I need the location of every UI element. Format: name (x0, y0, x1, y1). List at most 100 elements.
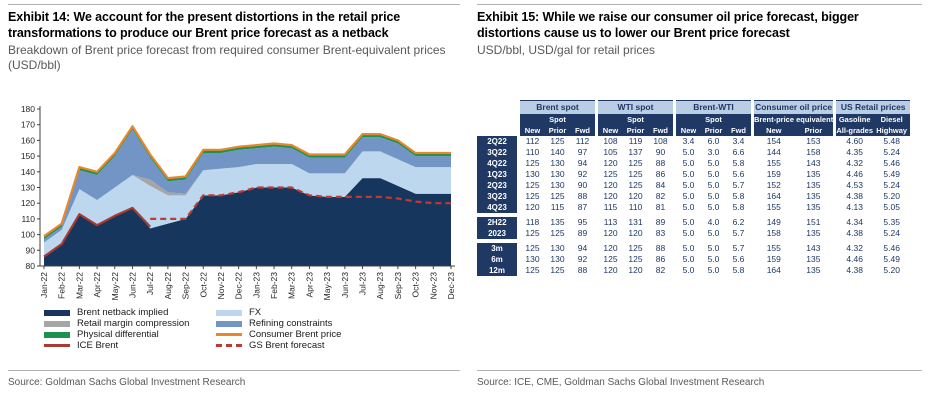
legend-label: FX (249, 307, 262, 319)
legend-swatch-area (216, 320, 242, 327)
value-cell: 155 (754, 158, 794, 170)
value-cell: 153 (793, 136, 834, 148)
table-cell (833, 136, 837, 148)
column-header: New (754, 125, 794, 137)
row-label: 3Q22 (477, 147, 517, 159)
table-cell (833, 169, 837, 181)
table-cell (517, 125, 520, 137)
table-cell (673, 158, 676, 170)
value-cell: 5.0 (676, 158, 701, 170)
value-cell: 155 (754, 243, 794, 255)
value-cell: 5.0 (701, 254, 726, 266)
table-cell (477, 114, 517, 126)
table-cell (751, 180, 754, 192)
value-cell: 90 (648, 147, 673, 159)
x-tick-label: Jan-23 (251, 272, 261, 298)
value-cell: 125 (545, 191, 570, 203)
column-header: Prior (701, 125, 726, 137)
value-cell: 125 (623, 243, 648, 255)
table-cell (673, 114, 676, 126)
value-cell: 4.13 (836, 202, 874, 214)
value-cell: 125 (623, 180, 648, 192)
table-cell (673, 169, 676, 181)
table-subheader-row: Spot Spot Spot Brent-price equivalent Gasoli… (477, 114, 911, 126)
value-cell: 95 (570, 217, 595, 229)
x-tick-label: Feb-22 (57, 272, 67, 299)
table-row: 2Q22 112 125 112 108 119 108 3.4 6.0 3.4 154 153 4.6… (477, 136, 911, 148)
value-cell: 120 (598, 180, 623, 192)
value-cell: 5.0 (701, 180, 726, 192)
table-cell (595, 169, 598, 181)
value-cell: 108 (648, 136, 673, 148)
table-cell (517, 114, 520, 126)
value-cell: 135 (793, 254, 834, 266)
value-cell: 137 (623, 147, 648, 159)
value-cell: 130 (545, 243, 570, 255)
column-header: Prior (545, 125, 570, 137)
column-header: All-grades (836, 125, 874, 137)
x-tick-label: Sep-22 (181, 272, 191, 300)
table-cell (833, 100, 837, 115)
column-header: Fwd (570, 125, 595, 137)
table-cell (751, 100, 754, 115)
row-label: 12m (477, 265, 517, 277)
table-cell (517, 180, 520, 192)
value-cell: 125 (520, 180, 545, 192)
subheader (726, 114, 751, 126)
table-cell (673, 100, 676, 115)
table-row: 2023 125 125 89 120 120 83 5.0 5.0 5.7 158 135 4.38 5… (477, 228, 911, 240)
column-header: Fwd (726, 125, 751, 137)
table-cell (751, 136, 754, 148)
table-cell (751, 202, 754, 214)
table-cell (517, 136, 520, 148)
legend-item: Retail margin compression (44, 318, 216, 329)
value-cell: 130 (545, 180, 570, 192)
legend-swatch-line (216, 333, 242, 337)
column-header: New (520, 125, 545, 137)
source-divider (477, 370, 922, 371)
x-tick-label: Apr-22 (92, 272, 102, 298)
value-cell: 5.6 (726, 254, 751, 266)
value-cell: 5.05 (873, 202, 911, 214)
value-cell: 4.35 (836, 147, 874, 159)
y-tick-label: 110 (21, 214, 35, 224)
exhibit-14-title: Exhibit 14: We account for the present d… (8, 10, 401, 40)
table-cell (833, 254, 837, 266)
table-cell (517, 243, 520, 255)
table-cell (833, 158, 837, 170)
group-header: Consumer oil price (754, 100, 834, 115)
chart-legend: Brent netback implied Retail margin compr… (44, 307, 460, 351)
x-tick-label: Nov-22 (216, 272, 226, 300)
value-cell: 5.0 (676, 254, 701, 266)
table-cell (833, 202, 837, 214)
value-cell: 130 (520, 169, 545, 181)
legend-column: Brent netback implied Retail margin compr… (44, 307, 216, 351)
table-cell (833, 114, 837, 126)
table-cell (595, 158, 598, 170)
table-cell (517, 169, 520, 181)
row-label: 2H22 (477, 217, 517, 229)
value-cell: 130 (545, 158, 570, 170)
table-cell (595, 254, 598, 266)
table-cell (833, 125, 837, 137)
subheader: Brent-price equivalent (754, 114, 834, 126)
area-refining-constraints (44, 129, 451, 243)
value-cell: 135 (545, 217, 570, 229)
value-cell: 125 (623, 169, 648, 181)
table-cell (595, 265, 598, 277)
line-gs-brent-forecast (150, 186, 451, 221)
legend-swatch-area (216, 309, 242, 316)
table-cell (833, 228, 837, 240)
value-cell: 135 (793, 202, 834, 214)
table-cell (833, 243, 837, 255)
table-cell (751, 243, 754, 255)
value-cell: 125 (520, 191, 545, 203)
table-gap-row (477, 213, 911, 218)
row-label: 1Q23 (477, 169, 517, 181)
legend-label: Refining constraints (249, 318, 333, 330)
x-tick-label: Sep-23 (393, 272, 403, 300)
subheader: Spot (701, 114, 726, 126)
table-cell (833, 180, 837, 192)
value-cell: 5.0 (676, 265, 701, 277)
value-cell: 94 (570, 158, 595, 170)
